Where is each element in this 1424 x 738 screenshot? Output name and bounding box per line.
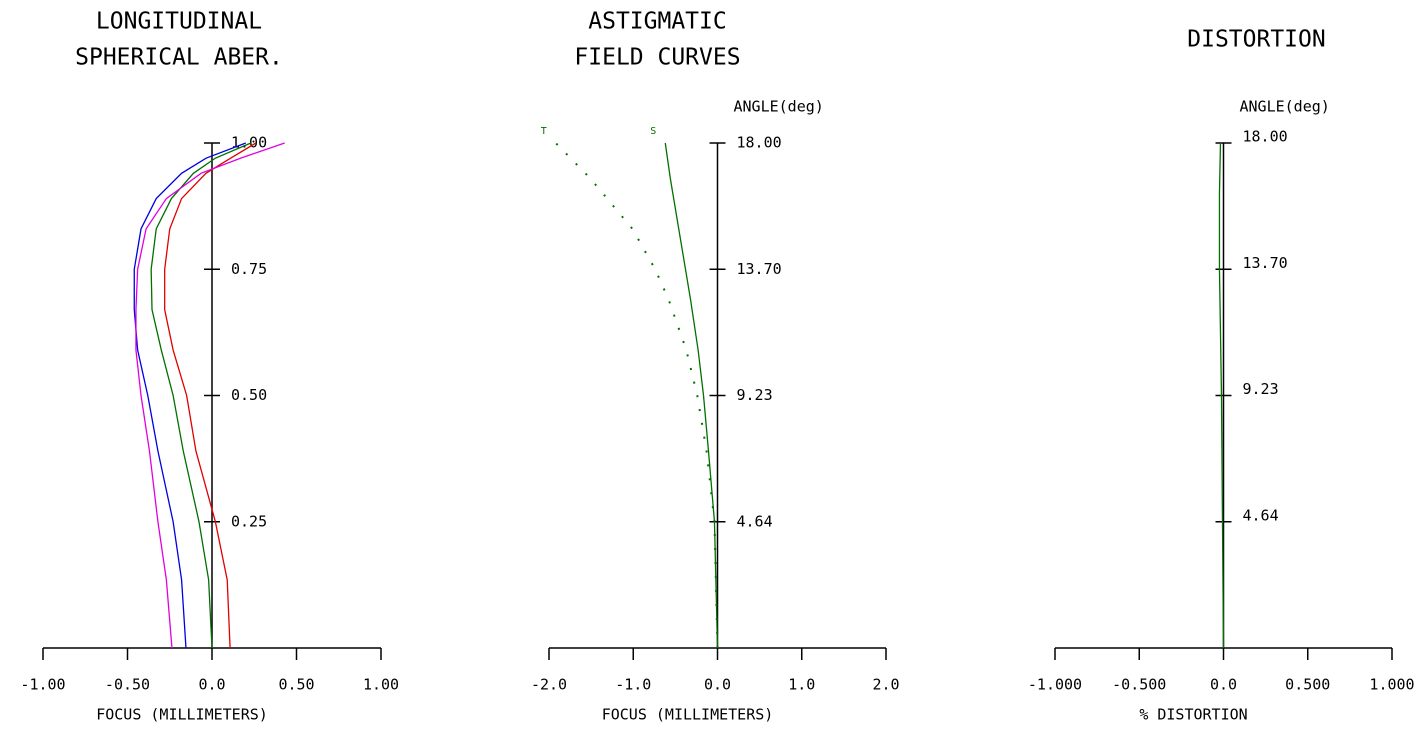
x-tick-label: 0.0 [198,676,225,694]
chart-title: SPHERICAL ABER. [75,45,283,71]
x-tick-label: -0.500 [1112,676,1166,694]
curve-label: S [650,126,656,137]
curve [555,142,719,649]
chart-title: FIELD CURVES [574,45,740,71]
x-axis-label: % DISTORTION [1139,706,1247,724]
x-tick-label: 0.0 [704,676,731,694]
x-tick-label: 0.0 [1210,676,1237,694]
curve-label: T [541,126,547,137]
curve [135,142,285,649]
chart-title: DISTORTION [1187,27,1325,53]
y-tick-label: 0.75 [231,260,267,278]
chart-title: ASTIGMATIC [588,9,726,35]
x-tick-label: 1.00 [363,676,399,694]
x-tick-label: -2.0 [531,676,567,694]
y-tick-label: 9.23 [737,386,773,404]
x-axis-label: FOCUS (MILLIMETERS) [602,706,774,724]
y-tick-label: 13.70 [1243,254,1288,272]
x-tick-label: 0.500 [1285,676,1330,694]
x-axis-label: FOCUS (MILLIMETERS) [96,706,268,724]
y-axis-label: ANGLE(deg) [734,98,824,116]
y-axis-label: ANGLE(deg) [1240,98,1330,116]
x-tick-label: -0.50 [105,676,150,694]
y-tick-label: 18.00 [737,134,782,152]
x-tick-label: 2.0 [872,676,899,694]
y-tick-label: 0.25 [231,512,267,530]
x-tick-label: 1.0 [788,676,815,694]
curve [133,142,247,649]
y-tick-label: 4.64 [737,512,773,530]
y-tick-label: 4.64 [1243,506,1279,524]
x-tick-label: 0.50 [278,676,314,694]
y-tick-label: 9.23 [1243,380,1279,398]
curve [164,142,257,649]
y-tick-label: 18.00 [1243,128,1288,146]
y-tick-label: 13.70 [737,260,782,278]
chart-title: LONGITUDINAL [96,9,262,35]
curve [664,142,719,649]
x-tick-label: -1.0 [615,676,651,694]
x-tick-label: -1.000 [1028,676,1082,694]
curve [1218,142,1225,649]
x-tick-label: 1.000 [1369,676,1414,694]
curve [150,142,252,649]
x-tick-label: -1.00 [20,676,65,694]
y-tick-label: 0.50 [231,386,267,404]
